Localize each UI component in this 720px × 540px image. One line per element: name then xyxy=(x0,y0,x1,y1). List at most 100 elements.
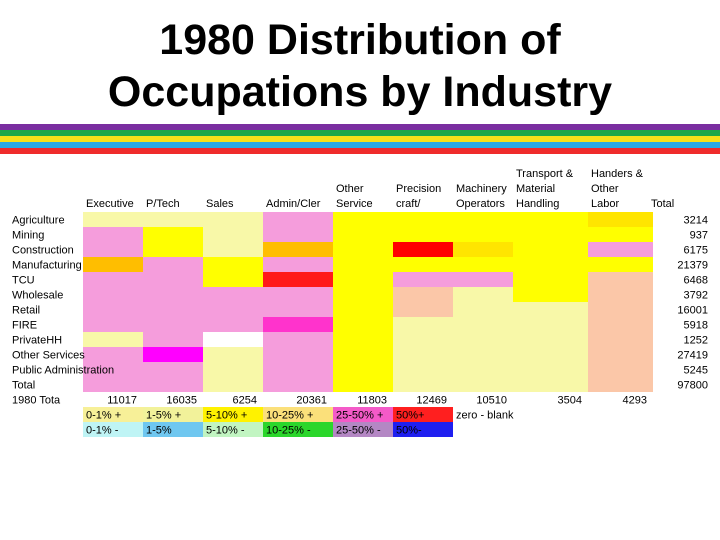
row-total: 97800 xyxy=(677,380,708,392)
heatmap-cell xyxy=(143,257,203,272)
heatmap-cell xyxy=(513,242,588,257)
heatmap-cell xyxy=(83,347,143,362)
heatmap-cell xyxy=(143,302,203,317)
row-total: 5918 xyxy=(684,320,708,332)
heatmap-cell xyxy=(263,347,333,362)
heatmap-cell xyxy=(333,317,393,332)
footer-total: 11017 xyxy=(107,395,137,407)
heatmap-cell xyxy=(513,227,588,242)
legend-label: 25-50% - xyxy=(336,425,381,437)
column-header: Material xyxy=(516,183,555,195)
heatmap-cell xyxy=(83,227,143,242)
heatmap-cell xyxy=(143,347,203,362)
row-total: 3214 xyxy=(684,215,708,227)
slide-title: 1980 Distribution of Occupations by Indu… xyxy=(0,14,720,118)
heatmap-cell xyxy=(83,317,143,332)
heatmap-cell xyxy=(263,257,333,272)
heatmap-cell xyxy=(513,317,588,332)
column-header: Service xyxy=(336,198,373,210)
legend-label: 5-10% + xyxy=(206,410,247,422)
heatmap-cell xyxy=(143,272,203,287)
heatmap-cell xyxy=(453,347,513,362)
heatmap-cell xyxy=(333,212,393,227)
heatmap-cell xyxy=(588,377,653,392)
divider-stripe xyxy=(0,148,720,154)
heatmap-cell xyxy=(203,332,263,347)
footer-total: 3504 xyxy=(558,395,582,407)
heatmap-cell xyxy=(143,242,203,257)
heatmap-cell xyxy=(83,272,143,287)
heatmap-cell xyxy=(83,362,143,377)
legend-label: 5-10% - xyxy=(206,425,245,437)
heatmap-cell xyxy=(393,317,453,332)
legend-swatch xyxy=(203,422,263,437)
heatmap-cell xyxy=(143,317,203,332)
footer-label: 1980 Tota xyxy=(12,395,61,407)
footer-total: 6254 xyxy=(233,395,257,407)
legend-swatch xyxy=(143,407,203,422)
heatmap-cell xyxy=(333,227,393,242)
heatmap-cell xyxy=(263,332,333,347)
heatmap-cell xyxy=(203,287,263,302)
heatmap-cell xyxy=(333,272,393,287)
heatmap-cell xyxy=(453,332,513,347)
legend-label: 0-1% - xyxy=(86,425,119,437)
heatmap-cell xyxy=(453,212,513,227)
heatmap-cell xyxy=(513,287,588,302)
heatmap-cell xyxy=(393,272,453,287)
row-label: TCU xyxy=(12,275,35,287)
heatmap-cell xyxy=(513,302,588,317)
heatmap-cell xyxy=(83,332,143,347)
heatmap-cell xyxy=(263,302,333,317)
heatmap-cell xyxy=(513,332,588,347)
row-total: 6175 xyxy=(684,245,708,257)
legend-label: 0-1% + xyxy=(86,410,121,422)
legend-swatch xyxy=(143,422,203,437)
heatmap-cell xyxy=(588,272,653,287)
legend-label: zero - blank xyxy=(456,410,514,422)
heatmap-cell xyxy=(263,362,333,377)
title-line-2: Occupations by Industry xyxy=(107,68,613,116)
heatmap-cell xyxy=(263,272,333,287)
footer-total: 4293 xyxy=(623,395,647,407)
legend-swatch xyxy=(203,407,263,422)
heatmap-cell xyxy=(453,287,513,302)
row-total: 6468 xyxy=(684,275,708,287)
heatmap-cell xyxy=(203,242,263,257)
heatmap-cell xyxy=(453,317,513,332)
heatmap-cell xyxy=(83,302,143,317)
heatmap-cell xyxy=(203,362,263,377)
heatmap-cell xyxy=(263,317,333,332)
heatmap-cell xyxy=(453,272,513,287)
heatmap-cell xyxy=(393,227,453,242)
total-column-header: Total xyxy=(651,198,674,210)
heatmap-cell xyxy=(588,347,653,362)
legend-swatch xyxy=(263,407,333,422)
heatmap-cell xyxy=(333,287,393,302)
heatmap-cell xyxy=(333,377,393,392)
heatmap-cell xyxy=(83,287,143,302)
heatmap-cell xyxy=(588,362,653,377)
heatmap-cell xyxy=(393,287,453,302)
row-label: Public Administration xyxy=(12,365,114,377)
footer-total: 16035 xyxy=(166,395,197,407)
row-label: Mining xyxy=(12,230,44,242)
heatmap-cell xyxy=(203,272,263,287)
legend-label: 10-25% - xyxy=(266,425,311,437)
rainbow-divider xyxy=(0,124,720,154)
row-total: 5245 xyxy=(684,365,708,377)
heatmap-cell xyxy=(513,272,588,287)
divider-stripe xyxy=(0,130,720,136)
divider-stripe xyxy=(0,124,720,130)
legend-swatch xyxy=(83,422,143,437)
heatmap-cell xyxy=(203,317,263,332)
heatmap-cell xyxy=(83,242,143,257)
heatmap-cell xyxy=(453,242,513,257)
heatmap-cell xyxy=(203,212,263,227)
column-header: Machinery xyxy=(456,183,507,195)
heatmap-cell xyxy=(203,257,263,272)
footer-total: 20361 xyxy=(296,395,327,407)
heatmap-cell xyxy=(263,287,333,302)
row-label: FIRE xyxy=(12,320,37,332)
heatmap-cell xyxy=(143,287,203,302)
